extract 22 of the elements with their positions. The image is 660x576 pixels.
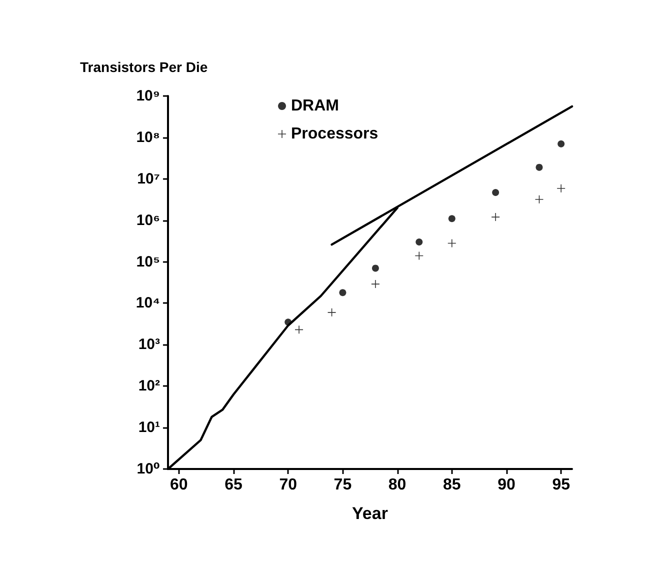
y-tick-label: 10⁸ — [136, 128, 160, 146]
y-tick-label: 10⁶ — [136, 212, 160, 229]
x-tick-label: 85 — [442, 476, 461, 494]
x-tick-label: 90 — [498, 476, 516, 494]
y-tick-label: 10⁰ — [136, 460, 160, 478]
y-tick-label: 10⁷ — [137, 170, 160, 188]
legend-label: DRAM — [291, 98, 339, 114]
x-tick-label: 75 — [334, 476, 352, 494]
x-tick-label: 60 — [170, 476, 188, 494]
x-tick-label: 70 — [279, 476, 298, 494]
y-tick-label: 10² — [138, 378, 160, 395]
y-tick-label: 10⁴ — [136, 294, 160, 312]
x-axis-title: Year — [352, 504, 388, 523]
x-tick-label: 65 — [224, 476, 243, 494]
legend-label: Processors — [291, 126, 378, 142]
y-tick-label: 10³ — [138, 336, 160, 354]
y-axis-title: Transistors Per Die — [80, 59, 208, 75]
y-tick-label: 10⁵ — [136, 253, 160, 270]
y-tick-label: 10¹ — [138, 419, 160, 436]
x-tick-label: 80 — [388, 476, 406, 494]
y-tick-label: 10⁹ — [136, 88, 160, 104]
x-tick-label: 95 — [552, 476, 570, 494]
